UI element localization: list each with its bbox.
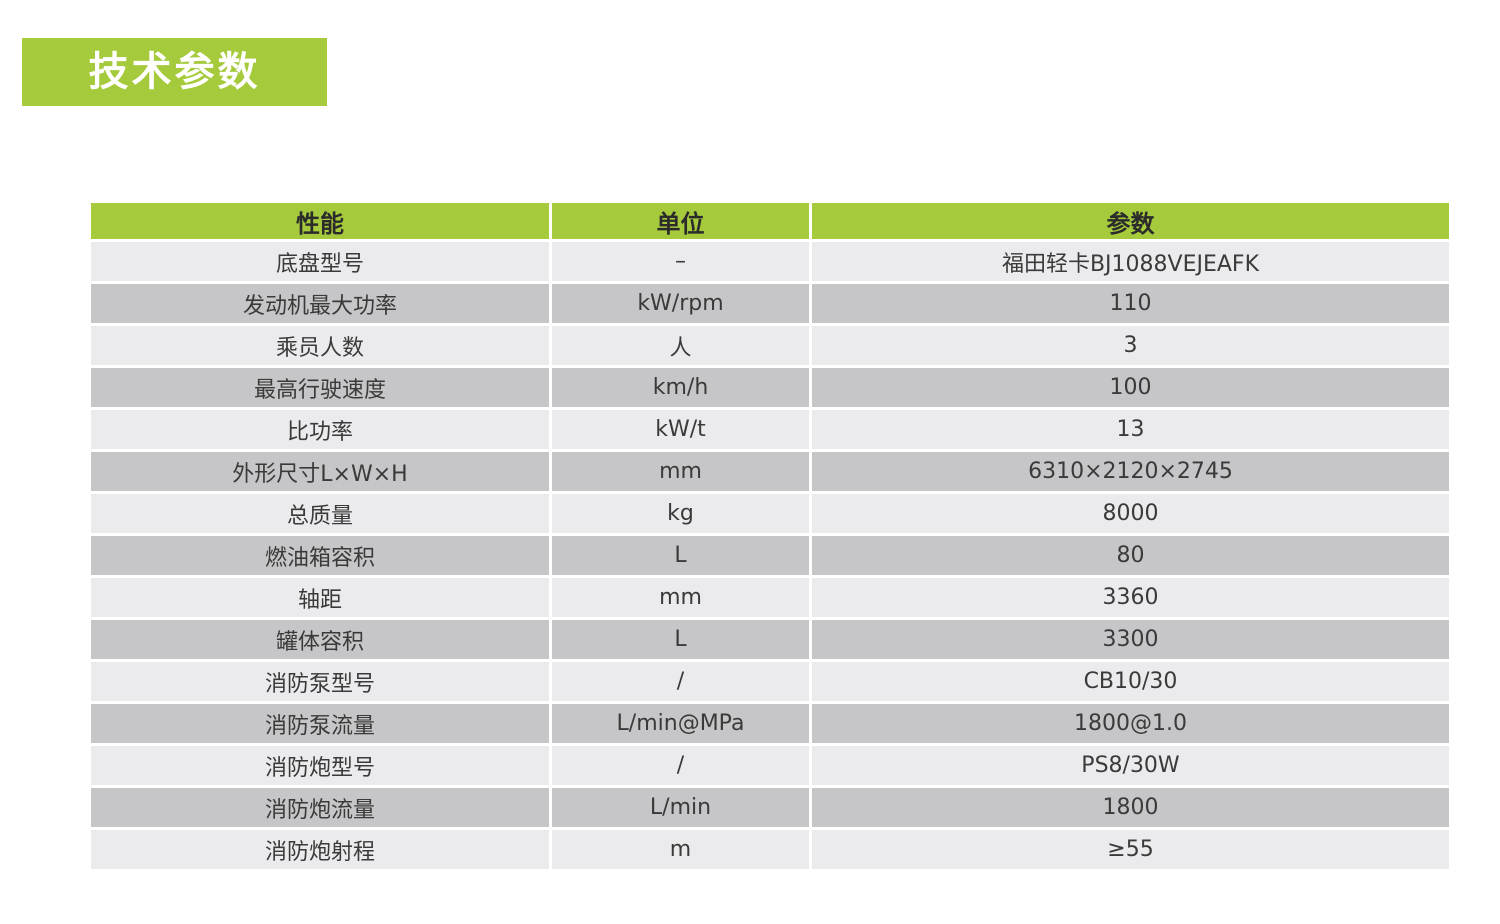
table-row: 消防泵流量 L/min@MPa 1800@1.0 [88,701,1452,746]
unit-cell: kW/t [549,407,812,452]
performance-cell: 发动机最大功率 [88,281,552,326]
unit-cell: L/min@MPa [549,701,812,746]
parameter-cell: 80 [809,533,1452,578]
unit-cell: km/h [549,365,812,410]
table-row: 消防泵型号 / CB10/30 [88,659,1452,704]
unit-cell: kg [549,491,812,536]
unit-cell: / [549,743,812,788]
table-row: 底盘型号 – 福田轻卡BJ1088VEJEAFK [88,239,1452,284]
performance-cell: 总质量 [88,491,552,536]
performance-cell: 乘员人数 [88,323,552,368]
table-row: 总质量 kg 8000 [88,491,1452,536]
unit-cell: / [549,659,812,704]
section-title-box: 技术参数 [22,38,327,106]
performance-cell: 底盘型号 [88,239,552,284]
parameter-cell: 100 [809,365,1452,410]
header-parameter: 参数 [809,200,1452,242]
table-row: 消防炮流量 L/min 1800 [88,785,1452,830]
table-body: 底盘型号 – 福田轻卡BJ1088VEJEAFK 发动机最大功率 kW/rpm 110 乘员… [88,239,1452,872]
table-row: 外形尺寸L×W×H mm 6310×2120×2745 [88,449,1452,494]
parameter-cell: 1800@1.0 [809,701,1452,746]
unit-cell: L [549,617,812,662]
performance-cell: 外形尺寸L×W×H [88,449,552,494]
unit-cell: 人 [549,323,812,368]
table-row: 比功率 kW/t 13 [88,407,1452,452]
table-row: 燃油箱容积 L 80 [88,533,1452,578]
unit-cell: L/min [549,785,812,830]
unit-cell: mm [549,449,812,494]
unit-cell: – [549,239,812,284]
unit-cell: m [549,827,812,872]
parameter-cell: ≥55 [809,827,1452,872]
parameter-cell: 1800 [809,785,1452,830]
unit-cell: L [549,533,812,578]
parameter-cell: 110 [809,281,1452,326]
parameter-cell: 8000 [809,491,1452,536]
performance-cell: 消防泵流量 [88,701,552,746]
performance-cell: 最高行驶速度 [88,365,552,410]
spec-table: 性能 单位 参数 底盘型号 – 福田轻卡BJ1088VEJEAFK 发动机最大功率 kW… [88,200,1452,872]
parameter-cell: 6310×2120×2745 [809,449,1452,494]
table-row: 乘员人数人 3 [88,323,1452,368]
performance-cell: 轴距 [88,575,552,620]
performance-cell: 消防炮流量 [88,785,552,830]
parameter-cell: PS8/30W [809,743,1452,788]
table-row: 发动机最大功率 kW/rpm 110 [88,281,1452,326]
section-title: 技术参数 [88,49,261,95]
unit-cell: mm [549,575,812,620]
table-header-row: 性能 单位 参数 [88,200,1452,242]
header-performance: 性能 [88,200,552,242]
performance-cell: 比功率 [88,407,552,452]
header-unit: 单位 [549,200,812,242]
parameter-cell: CB10/30 [809,659,1452,704]
performance-cell: 罐体容积 [88,617,552,662]
performance-cell: 燃油箱容积 [88,533,552,578]
parameter-cell: 3 [809,323,1452,368]
table-row: 最高行驶速度 km/h 100 [88,365,1452,410]
table-row: 消防炮射程 m ≥55 [88,827,1452,872]
table-row: 轴距 mm 3360 [88,575,1452,620]
parameter-cell: 13 [809,407,1452,452]
performance-cell: 消防炮型号 [88,743,552,788]
performance-cell: 消防炮射程 [88,827,552,872]
table-row: 罐体容积 L 3300 [88,617,1452,662]
unit-cell: kW/rpm [549,281,812,326]
parameter-cell: 3360 [809,575,1452,620]
performance-cell: 消防泵型号 [88,659,552,704]
parameter-cell: 3300 [809,617,1452,662]
parameter-cell: 福田轻卡BJ1088VEJEAFK [809,239,1452,284]
table-row: 消防炮型号 / PS8/30W [88,743,1452,788]
